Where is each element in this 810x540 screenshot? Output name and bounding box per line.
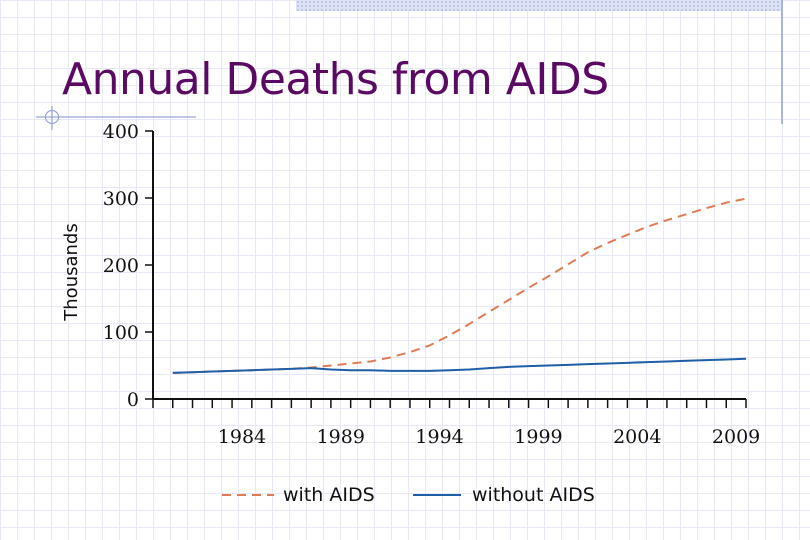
legend-label-with-aids: with AIDS — [283, 484, 375, 506]
x-tick-label: 1999 — [514, 426, 562, 448]
y-axis-label: Thousands — [61, 223, 82, 321]
header-decor-band — [296, 0, 782, 11]
y-tick-label: 100 — [103, 322, 139, 344]
x-tick-label: 1994 — [415, 426, 463, 448]
legend-label-without-aids: without AIDS — [472, 484, 595, 506]
title-underline-decor — [36, 106, 196, 130]
x-tick-label: 1989 — [317, 426, 365, 448]
chart-axes — [145, 130, 747, 408]
y-tick-label: 0 — [127, 389, 139, 411]
slide-title: Annual Deaths from AIDS — [62, 54, 609, 105]
y-tick-label: 400 — [103, 121, 139, 143]
series-line-with-aids — [172, 197, 747, 374]
chart-tick-labels: 0 100 200 300 400 1984 1989 1994 1999 2004 2009 — [103, 121, 761, 448]
y-tick-label: 200 — [103, 255, 139, 277]
chart-series — [172, 197, 747, 374]
x-tick-label: 2004 — [613, 426, 661, 448]
x-tick-label: 2009 — [712, 426, 760, 448]
x-tick-label: 1984 — [218, 426, 266, 448]
series-line-without-aids — [172, 357, 747, 374]
y-tick-label: 300 — [103, 188, 139, 210]
header-decor-rule — [781, 0, 783, 124]
chart-legend: with AIDS without AIDS — [222, 484, 595, 506]
